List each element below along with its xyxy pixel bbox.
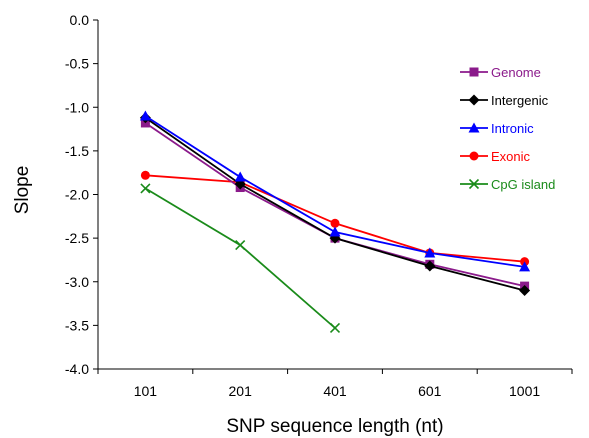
data-point-cpg-island: [140, 183, 151, 194]
legend-marker: [468, 94, 480, 106]
y-tick-label: -3.0: [65, 274, 89, 290]
x-tick-label: 401: [323, 383, 347, 399]
chart-axes: 0.0 -0.5 -1.0 -1.5 -2.0 -2.5 -3.0 -3.5 -4.0 101 20…: [65, 12, 573, 399]
y-tick-label: -1.5: [65, 143, 89, 159]
data-point-intronic: [329, 226, 341, 237]
x-marker-stroke: [468, 178, 480, 190]
legend-item-exonic: Exonic: [460, 149, 531, 164]
series-cpg-island: [140, 183, 341, 334]
x-tick-label: 101: [134, 383, 158, 399]
data-point-intergenic: [424, 260, 436, 272]
data-point-cpg-island: [329, 322, 341, 334]
series-line-genome: [144, 122, 525, 287]
legend-label: Genome: [491, 65, 541, 80]
series-exonic: [140, 170, 530, 267]
series-intronic: [139, 110, 531, 272]
chart-series: [139, 110, 531, 334]
y-tick-label: -4.0: [65, 361, 89, 377]
series-intergenic: [139, 112, 531, 296]
chart-legend: Genome Intergenic Intronic Exonic CpG island: [460, 65, 555, 192]
data-point-cpg-island: [235, 240, 246, 251]
data-point-exonic: [140, 170, 150, 180]
legend-marker: [468, 178, 480, 190]
legend-label: CpG island: [491, 177, 555, 192]
series-line-intronic: [144, 115, 525, 268]
series-line-cpg-island: [144, 187, 336, 329]
data-point-intronic: [139, 110, 151, 121]
data-point-exonic: [330, 218, 340, 228]
legend-item-intronic: Intronic: [460, 121, 534, 136]
legend-marker: [469, 67, 479, 77]
x-tick-label: 1001: [509, 383, 540, 399]
y-tick-label: -2.5: [65, 230, 89, 246]
legend-label: Intergenic: [491, 93, 549, 108]
y-tick-label: -0.5: [65, 56, 89, 72]
data-point-intronic: [519, 261, 531, 272]
x-marker-stroke: [235, 240, 246, 251]
legend-label: Intronic: [491, 121, 534, 136]
y-tick-label: -2.0: [65, 187, 89, 203]
y-tick-label: -3.5: [65, 317, 89, 333]
series-line-exonic: [145, 174, 525, 263]
data-point-intronic: [424, 247, 436, 258]
legend-item-genome: Genome: [460, 65, 541, 80]
y-axis-title: Slope: [12, 166, 33, 215]
x-axis-title: SNP sequence length (nt): [226, 416, 443, 437]
series-genome: [140, 118, 530, 291]
data-point-intronic: [234, 171, 246, 182]
y-tick-label: 0.0: [70, 12, 90, 28]
y-tick-label: -1.0: [65, 99, 89, 115]
legend-label: Exonic: [491, 149, 531, 164]
x-tick-label: 601: [418, 383, 442, 399]
legend-marker: [468, 122, 480, 133]
x-tick-label: 201: [229, 383, 253, 399]
data-point-intergenic: [519, 284, 531, 296]
legend-item-intergenic: Intergenic: [460, 93, 549, 108]
x-marker-stroke: [140, 183, 151, 194]
legend-marker: [469, 151, 479, 161]
x-marker-stroke: [329, 322, 341, 334]
series-line-intergenic: [144, 116, 525, 292]
legend-item-cpg-island: CpG island: [460, 177, 555, 192]
